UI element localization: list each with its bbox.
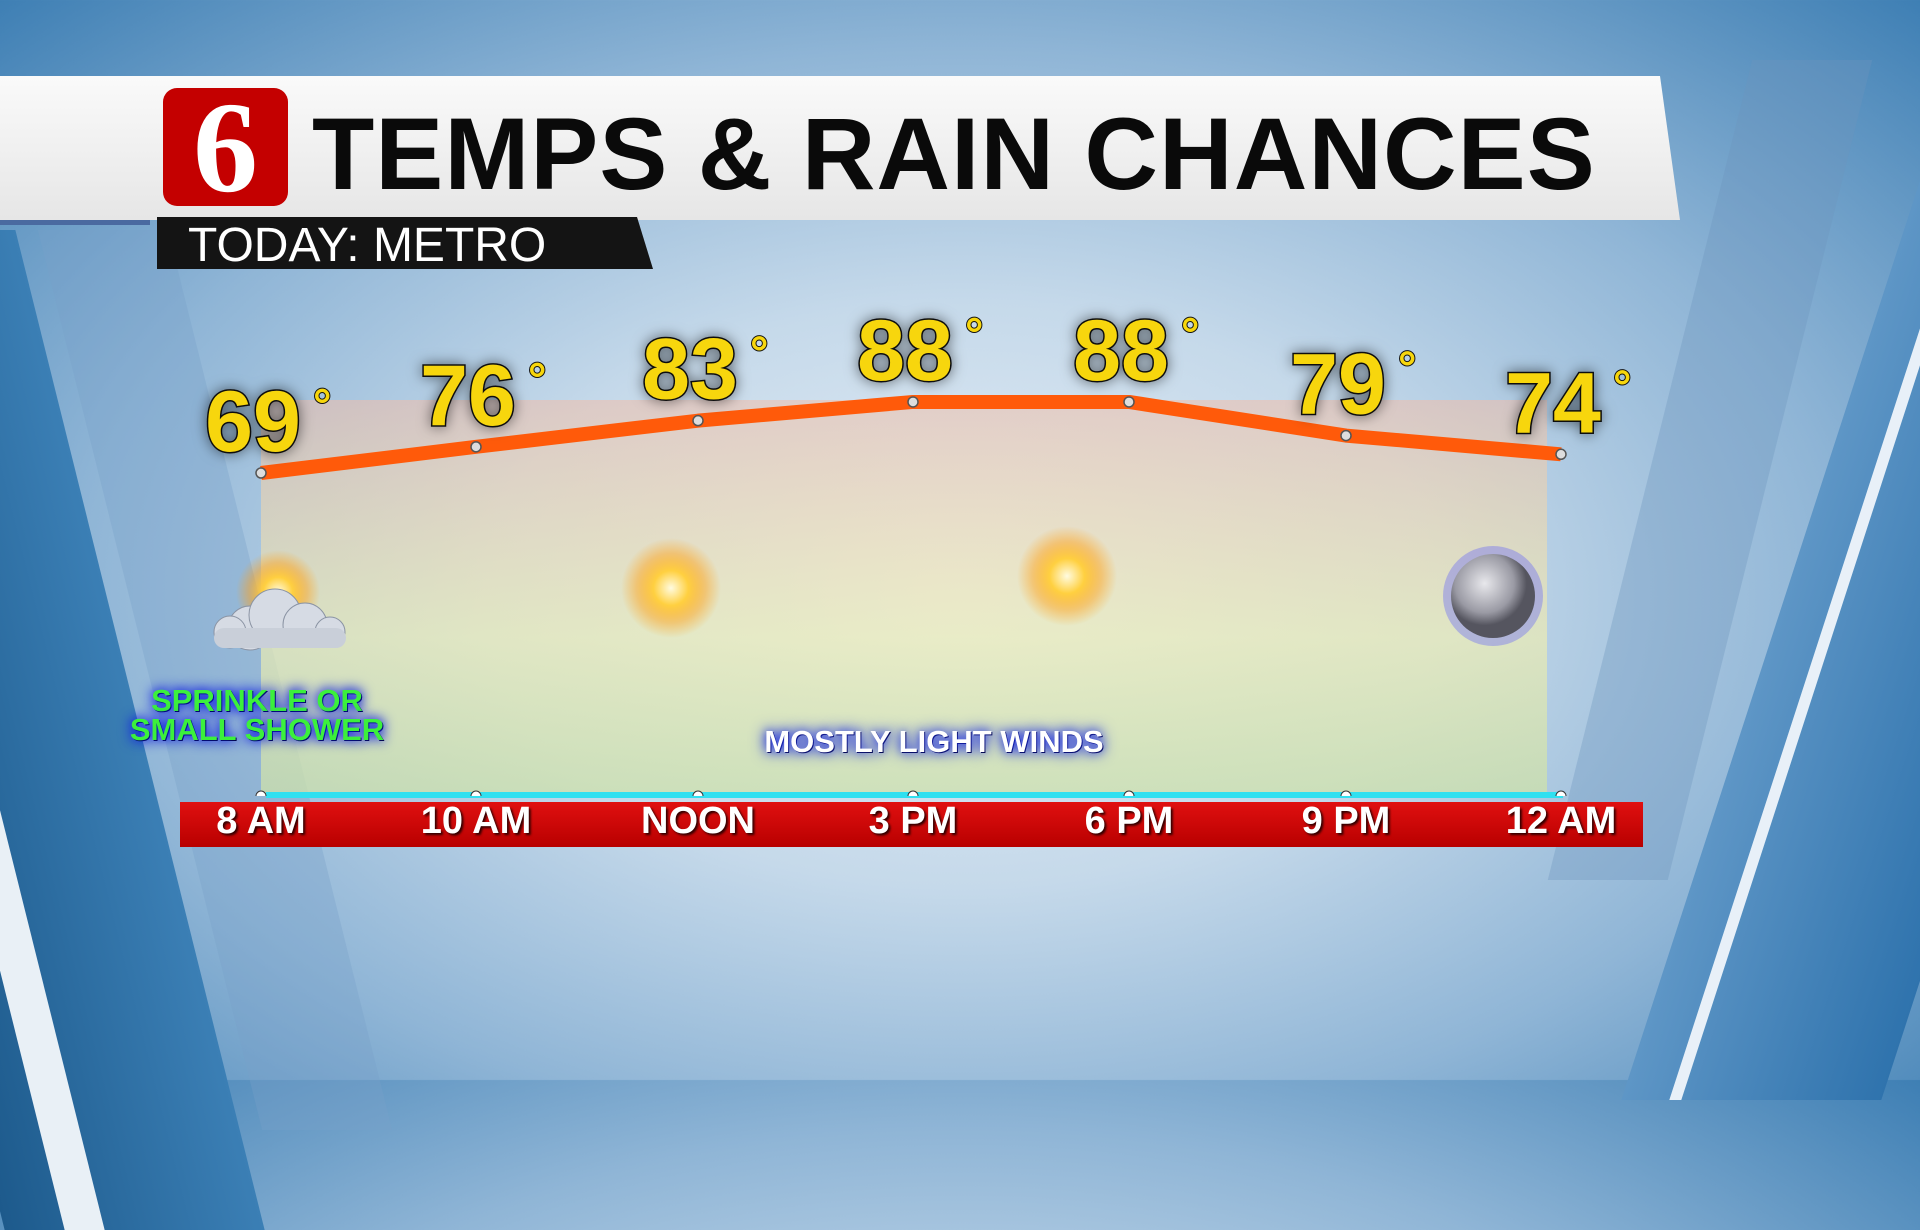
temperature-chart: 69 ° 76 ° 83 ° 88 ° 88 °79 ° 74 ° xyxy=(204,301,1632,798)
sprinkle-line-2: SMALL SHOWER xyxy=(129,712,385,747)
subtitle-bar xyxy=(157,217,653,269)
page-title: TEMPS & RAIN CHANCES xyxy=(312,97,1596,211)
time-label: NOON xyxy=(641,800,755,842)
sprinkle-annotation: SPRINKLE OR SMALL SHOWER xyxy=(129,683,385,747)
temperature-label: 74 xyxy=(1505,355,1601,451)
subtitle: TODAY: METRO xyxy=(188,219,547,272)
time-label: 6 PM xyxy=(1084,800,1174,842)
plot-area xyxy=(261,400,1547,796)
time-label: 10 AM xyxy=(420,800,532,842)
degree-symbol: ° xyxy=(313,379,331,431)
sprinkle-line-1: SPRINKLE OR xyxy=(151,683,363,718)
temperature-label: 69 xyxy=(205,374,301,470)
channel-6-logo: 6 xyxy=(163,88,288,206)
temperature-point xyxy=(907,396,919,408)
degree-symbol: ° xyxy=(1613,360,1631,412)
time-label: 12 AM xyxy=(1505,800,1617,842)
time-label: 8 AM xyxy=(216,800,306,842)
tick-mark xyxy=(692,790,704,797)
degree-symbol: ° xyxy=(750,327,768,379)
tick-mark xyxy=(907,790,919,797)
temperature-point xyxy=(470,441,482,453)
tick-mark xyxy=(1123,790,1135,797)
time-label: 3 PM xyxy=(868,800,958,842)
tick-mark xyxy=(255,790,267,797)
moon-icon xyxy=(1443,546,1543,646)
temperature-point xyxy=(1555,448,1567,461)
winds-annotation: MOSTLY LIGHT WINDS xyxy=(764,724,1104,759)
degree-symbol: ° xyxy=(528,353,546,405)
temperature-label: 79 xyxy=(1290,337,1386,433)
degree-symbol: ° xyxy=(1181,308,1199,360)
temperature-label: 88 xyxy=(1073,303,1169,399)
temperature-label: 88 xyxy=(857,303,953,399)
degree-symbol: ° xyxy=(1398,342,1416,394)
temperature-label: 83 xyxy=(642,322,738,418)
time-label: 9 PM xyxy=(1301,800,1391,842)
temperature-point xyxy=(692,414,704,427)
time-axis-bar xyxy=(180,802,1643,847)
sun-icon xyxy=(1017,526,1117,626)
tick-mark xyxy=(1340,790,1352,797)
tick-mark xyxy=(1555,790,1567,797)
degree-symbol: ° xyxy=(965,308,983,360)
tick-mark xyxy=(470,790,482,797)
temperature-point xyxy=(1123,396,1135,408)
temperature-label: 76 xyxy=(420,348,516,444)
temperature-point xyxy=(1340,429,1352,442)
partly-cloudy-icon xyxy=(213,550,346,651)
sun-icon xyxy=(621,538,721,638)
temperature-point xyxy=(255,467,267,479)
